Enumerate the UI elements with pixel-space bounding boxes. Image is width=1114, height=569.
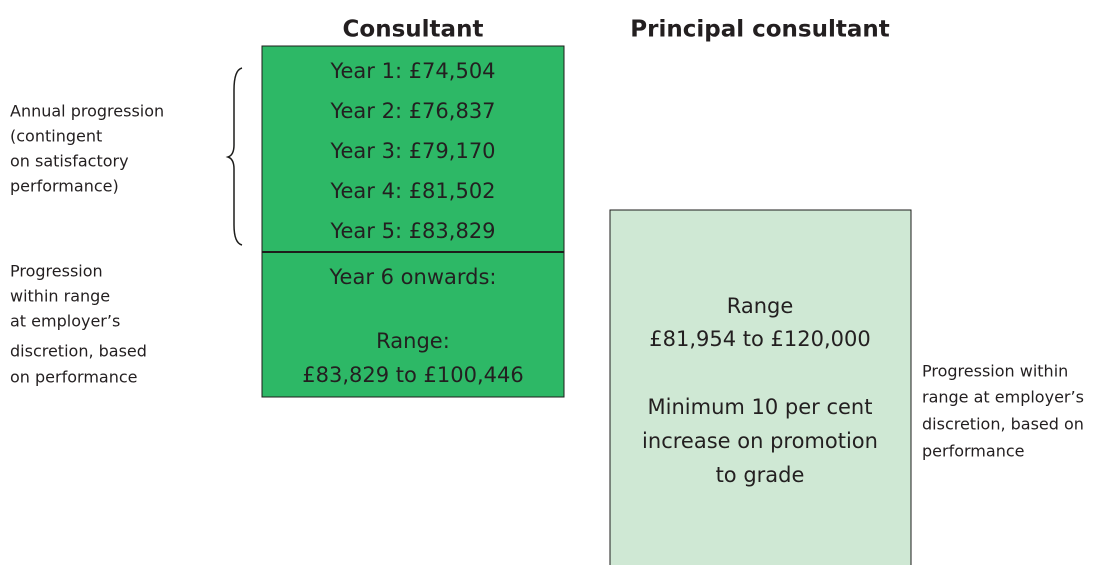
year-row: Year 5: £83,829: [329, 219, 495, 243]
note-line: within range: [10, 287, 110, 306]
range-line: Minimum 10 per cent: [648, 395, 873, 419]
year-row: Year 1: £74,504: [329, 59, 495, 83]
principal-box: [609, 209, 912, 569]
note-line: performance): [10, 177, 119, 196]
note-line: Progression: [10, 262, 103, 281]
range-line: £81,954 to £120,000: [649, 327, 870, 351]
note-line: range at employer’s: [922, 388, 1084, 407]
year-row: Year 2: £76,837: [329, 99, 495, 123]
range-line: £83,829 to £100,446: [302, 363, 523, 387]
consultant-box: [261, 45, 565, 398]
range-line: increase on promotion: [642, 429, 878, 453]
note-line: Progression within: [922, 362, 1068, 381]
range-line: Year 6 onwards:: [329, 265, 497, 289]
note-line: (contingent: [10, 127, 102, 146]
brace: [225, 67, 243, 246]
note-line: discretion, based: [10, 342, 147, 361]
range-line: Range:: [376, 329, 450, 353]
year-row: Year 3: £79,170: [329, 139, 495, 163]
column-title: Principal consultant: [630, 17, 890, 43]
range-line: Range: [727, 294, 794, 318]
year-row: Year 4: £81,502: [329, 179, 495, 203]
note-line: on satisfactory: [10, 152, 129, 171]
column-title: Consultant: [343, 17, 484, 43]
note-line: on performance: [10, 368, 137, 387]
note-line: performance: [922, 442, 1024, 461]
note-line: at employer’s: [10, 312, 120, 331]
note-line: discretion, based on: [922, 415, 1084, 434]
note-line: Annual progression: [10, 102, 164, 121]
range-line: to grade: [716, 463, 805, 487]
